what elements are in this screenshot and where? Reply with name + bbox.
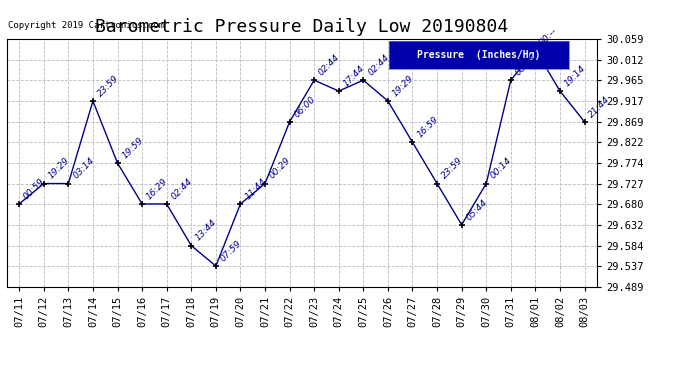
Text: 19:59: 19:59 bbox=[120, 136, 145, 160]
Text: 23:59: 23:59 bbox=[96, 74, 121, 98]
Text: 03:14: 03:14 bbox=[71, 156, 96, 181]
Text: 06:00: 06:00 bbox=[293, 94, 317, 119]
Text: 00:14: 00:14 bbox=[513, 53, 538, 77]
Text: 21:44: 21:44 bbox=[587, 94, 612, 119]
Text: 07:59: 07:59 bbox=[219, 238, 244, 263]
Text: 19:29: 19:29 bbox=[46, 156, 71, 181]
Text: 05:44: 05:44 bbox=[464, 197, 489, 222]
Text: 11:44: 11:44 bbox=[243, 176, 268, 201]
Text: Copyright 2019 Cartronics.com: Copyright 2019 Cartronics.com bbox=[8, 21, 164, 30]
Text: 23:59: 23:59 bbox=[440, 156, 464, 181]
Title: Barometric Pressure Daily Low 20190804: Barometric Pressure Daily Low 20190804 bbox=[95, 18, 509, 36]
Text: 00:14: 00:14 bbox=[489, 156, 514, 181]
Text: 00:29: 00:29 bbox=[268, 156, 293, 181]
Text: 16:59: 16:59 bbox=[415, 115, 440, 140]
Text: 17:44: 17:44 bbox=[342, 63, 366, 88]
Text: 02:44: 02:44 bbox=[170, 176, 194, 201]
Text: 13:44: 13:44 bbox=[194, 218, 219, 243]
Text: 19:29: 19:29 bbox=[391, 74, 415, 98]
Text: 02:44: 02:44 bbox=[366, 53, 391, 77]
Text: 19:14: 19:14 bbox=[563, 63, 587, 88]
Text: 20:--: 20:-- bbox=[538, 26, 560, 47]
Text: 16:29: 16:29 bbox=[145, 176, 170, 201]
Text: 00:59: 00:59 bbox=[22, 176, 47, 201]
Text: 02:44: 02:44 bbox=[317, 53, 342, 77]
